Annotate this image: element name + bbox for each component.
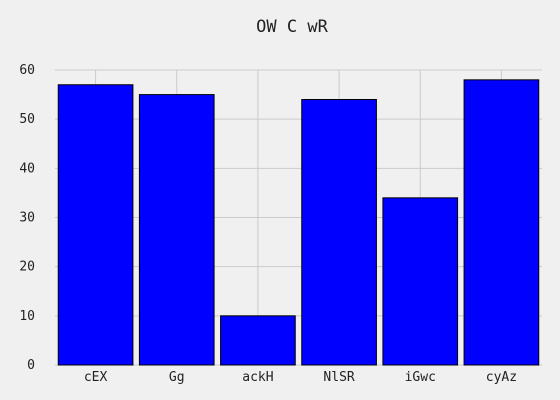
y-tick-label: 30	[19, 211, 35, 226]
bars	[57, 79, 540, 366]
bar-cyAz	[463, 79, 540, 366]
bar-iGwc	[382, 197, 459, 366]
y-tick-label: 60	[19, 63, 35, 78]
y-tick-label: 50	[19, 112, 35, 127]
x-axis-ticks: cEX Gg ackH NlSR iGwc cyAz	[84, 370, 517, 385]
x-tick-label: cEX	[84, 370, 108, 385]
bar-NlSR	[301, 99, 377, 366]
x-tick-label: cyAz	[486, 370, 517, 385]
x-tick-label: iGwc	[405, 370, 436, 385]
x-tick-label: NlSR	[323, 370, 354, 385]
y-tick-label: 40	[19, 161, 35, 176]
x-tick-label: Gg	[169, 370, 185, 385]
x-tick-label: ackH	[242, 370, 273, 385]
bar-Gg	[138, 94, 215, 366]
y-axis-ticks: 0 10 20 30 40 50 60	[19, 63, 35, 373]
bar-ackH	[220, 315, 296, 366]
bar-cEX	[57, 84, 134, 366]
y-tick-label: 10	[19, 309, 35, 324]
y-tick-label: 20	[19, 260, 35, 275]
chart-title: OW C wR	[256, 17, 328, 37]
y-tick-label: 0	[27, 358, 35, 373]
